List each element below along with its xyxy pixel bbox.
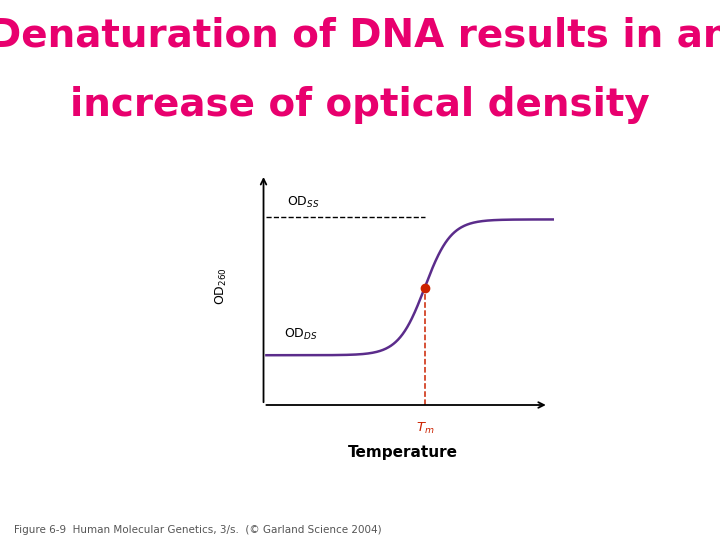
Text: increase of optical density: increase of optical density <box>70 86 650 124</box>
Text: Figure 6-9  Human Molecular Genetics, 3/s.  (© Garland Science 2004): Figure 6-9 Human Molecular Genetics, 3/s… <box>14 524 382 535</box>
Text: OD$_{260}$: OD$_{260}$ <box>215 267 229 305</box>
Text: Denaturation of DNA results in an: Denaturation of DNA results in an <box>0 16 720 54</box>
Text: OD$_{SS}$: OD$_{SS}$ <box>287 195 319 211</box>
Text: Temperature: Temperature <box>348 446 458 461</box>
Text: $T_m$: $T_m$ <box>415 421 434 436</box>
Text: OD$_{DS}$: OD$_{DS}$ <box>284 327 318 342</box>
